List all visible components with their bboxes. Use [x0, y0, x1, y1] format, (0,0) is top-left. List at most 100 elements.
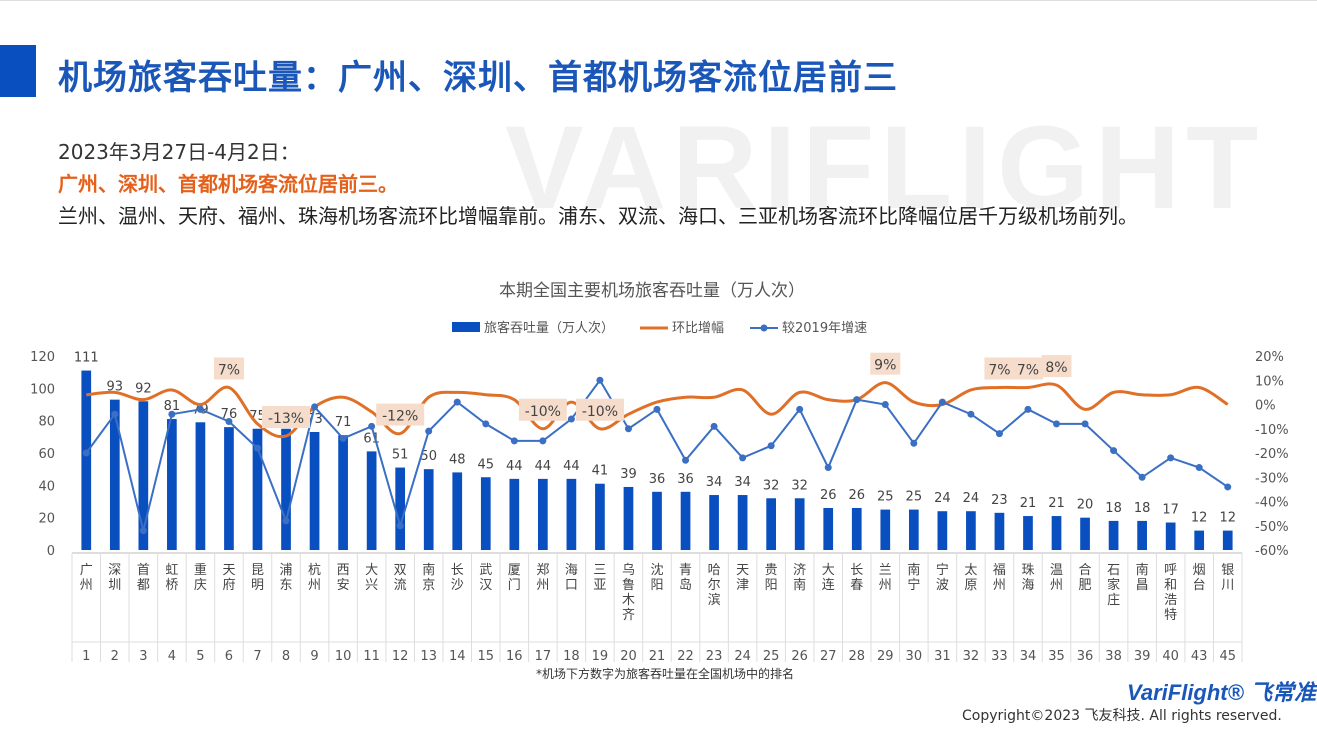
rank-label: 5: [196, 649, 204, 664]
rank-label: 4: [168, 649, 176, 664]
vs2019-point: [710, 422, 718, 430]
vs2019-point: [824, 464, 832, 472]
callout-box: [262, 406, 311, 429]
bar-value-label: 18: [1105, 501, 1122, 516]
vs2019-point: [767, 442, 775, 450]
rank-label: 9: [310, 649, 318, 664]
vs2019-point: [596, 376, 604, 384]
callout-label: -10%: [582, 404, 618, 420]
y-tick-label: 0: [47, 544, 55, 559]
rank-label: 24: [734, 649, 751, 664]
bar-宁波: [937, 511, 948, 550]
rank-label: 45: [1219, 649, 1236, 664]
category-label: 重庆: [194, 562, 207, 593]
vs2019-point: [396, 522, 404, 530]
top-divider: [0, 0, 1317, 1]
rank-label: 2: [111, 649, 119, 664]
y2-tick-label: 10%: [1255, 374, 1284, 389]
bar-合肥: [1080, 517, 1090, 550]
category-label: 南宁: [907, 562, 920, 593]
y-tick-label: 80: [38, 415, 55, 430]
rank-label: 22: [677, 649, 694, 664]
category-label: 长春: [850, 563, 863, 593]
bar-value-label: 34: [734, 475, 751, 490]
rank-label: 32: [963, 649, 980, 664]
callout-box: [213, 357, 244, 380]
rank-label: 25: [763, 649, 780, 664]
vs2019-point: [482, 420, 490, 428]
bar-value-label: 44: [535, 459, 552, 474]
legend-label-vs2019: 较2019年增速: [782, 321, 867, 336]
callout-label: 7%: [1017, 363, 1039, 379]
rank-label: 3: [139, 649, 147, 664]
rank-label: 19: [592, 649, 609, 664]
vs2019-point: [682, 456, 690, 464]
y2-tick-label: 0%: [1255, 399, 1276, 414]
vs2019-point: [539, 437, 547, 445]
category-label: 杭州: [308, 563, 321, 593]
rank-label: 15: [478, 649, 495, 664]
y-tick-label: 20: [38, 512, 55, 527]
callout-label: -10%: [525, 404, 561, 420]
bar-双流: [395, 467, 406, 550]
vs2019-point: [1195, 464, 1203, 472]
bar-value-label: 18: [1134, 501, 1151, 516]
bar-兰州: [880, 509, 891, 550]
rank-label: 14: [449, 649, 466, 664]
category-label: 西安: [337, 563, 350, 593]
callout-box: [518, 398, 567, 421]
category-label: 郑州: [536, 563, 549, 593]
bar-呼和浩特: [1165, 522, 1176, 550]
bar-太原: [966, 511, 976, 550]
y-tick-label: 40: [38, 479, 55, 494]
y2-tick-label: -50%: [1255, 520, 1289, 535]
callout-label: -12%: [382, 409, 418, 425]
bar-温州: [1051, 516, 1062, 550]
bar-大连: [823, 507, 834, 550]
bar-value-label: 12: [1219, 511, 1236, 526]
rank-label: 35: [1048, 649, 1065, 664]
vs2019-point: [453, 398, 461, 406]
category-label: 青岛: [679, 563, 692, 593]
rank-label: 7: [253, 649, 261, 664]
category-label: 哈尔滨: [708, 563, 721, 608]
bar-value-label: 21: [1020, 496, 1037, 511]
bar-value-label: 32: [791, 478, 808, 493]
vs2019-point: [339, 434, 347, 442]
bar-value-label: 12: [1191, 511, 1208, 526]
category-label: 天津: [736, 563, 749, 593]
category-label: 烟台: [1193, 563, 1206, 593]
vs2019-point: [853, 396, 861, 404]
rank-label: 31: [934, 649, 951, 664]
bar-value-label: 81: [164, 399, 181, 414]
bar-石家庄: [1108, 520, 1119, 550]
category-label: 合肥: [1079, 563, 1092, 593]
mom-line: [86, 381, 1229, 439]
category-label: 乌鲁木齐: [622, 562, 635, 623]
category-label: 太原: [964, 563, 977, 593]
chart-title: 本期全国主要机场旅客吞吐量（万人次）: [499, 281, 805, 301]
category-label: 首都: [137, 563, 150, 593]
bar-value-label: 25: [877, 490, 894, 505]
y-tick-label: 120: [30, 350, 55, 365]
y2-tick-label: -30%: [1255, 471, 1289, 486]
bar-value-label: 20: [1077, 498, 1094, 513]
legend-label-mom: 环比增幅: [672, 321, 724, 336]
bar-杭州: [309, 431, 320, 550]
highlight-text: 广州、深圳、首都机场客流位居前三。: [58, 172, 398, 196]
vs2019-point: [225, 417, 233, 425]
category-label: 大兴: [365, 563, 378, 593]
bar-value-label: 36: [649, 472, 666, 487]
vs2019-point: [282, 517, 290, 525]
bar-value-label: 23: [991, 493, 1008, 508]
vs2019-point: [967, 410, 975, 418]
bar-value-label: 34: [706, 475, 723, 490]
bar-value-label: 32: [763, 478, 780, 493]
category-label: 长沙: [451, 563, 464, 593]
category-label: 珠海: [1021, 563, 1034, 593]
rank-label: 39: [1134, 649, 1151, 664]
variflight-logo: VariFlight® 飞常准: [1127, 680, 1316, 705]
rank-label: 26: [791, 649, 808, 664]
vs2019-point: [624, 425, 632, 433]
bar-value-label: 26: [848, 488, 865, 503]
